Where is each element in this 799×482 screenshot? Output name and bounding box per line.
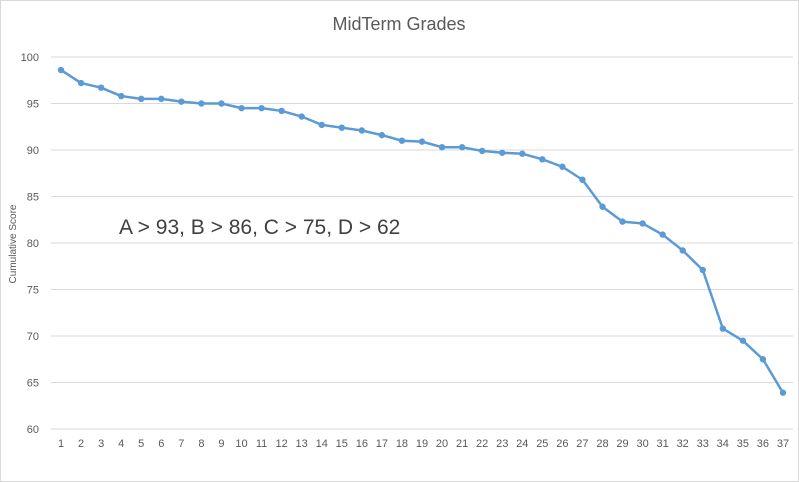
x-tick-label: 18 [396, 438, 408, 450]
data-point [358, 127, 366, 134]
data-point [178, 98, 185, 105]
data-point [418, 138, 426, 145]
data-point [539, 156, 546, 163]
chart-title: MidTerm Grades [332, 14, 465, 34]
data-point [438, 144, 446, 151]
y-tick-label: 95 [27, 99, 39, 111]
x-tick-label: 33 [697, 438, 709, 450]
x-tick-label: 29 [616, 438, 628, 450]
x-tick-label: 20 [436, 438, 448, 450]
data-point [238, 104, 245, 112]
x-tick-label: 6 [158, 438, 164, 450]
data-point [258, 104, 265, 112]
series-group [57, 66, 787, 396]
x-tick-label: 27 [576, 438, 588, 450]
x-tick-label: 14 [316, 438, 328, 450]
grade-cutoffs-annotation: A > 93, B > 86, C > 75, D > 62 [119, 216, 400, 239]
x-tick-label: 24 [516, 438, 528, 450]
x-tick-label: 37 [777, 438, 789, 450]
y-tick-label: 100 [21, 52, 39, 64]
y-tick-label: 85 [27, 192, 39, 204]
x-tick-label: 7 [178, 438, 184, 450]
data-point [158, 95, 165, 103]
data-point [97, 84, 105, 91]
data-point [719, 325, 727, 332]
x-tick-label: 35 [737, 438, 749, 450]
y-tick-label: 60 [27, 424, 39, 436]
y-tick-label: 70 [27, 331, 39, 343]
data-point [499, 149, 506, 156]
data-point [759, 356, 767, 363]
data-point [198, 100, 205, 107]
data-point [378, 131, 386, 139]
y-tick-label: 75 [27, 285, 39, 297]
data-point [659, 231, 666, 238]
x-tick-label: 1 [58, 438, 64, 450]
x-tick-labels: 1 2 3 4 5 6 7 8 9 10 11 12 13 14 15 16 17 18 19 20 21 22 23 24 2… [58, 438, 789, 450]
data-point [218, 100, 225, 107]
data-point [338, 124, 345, 131]
x-tick-label: 34 [717, 438, 729, 450]
data-point [779, 389, 787, 396]
data-point [298, 113, 305, 120]
data-point [579, 176, 586, 183]
data-point [679, 247, 686, 254]
data-point [639, 220, 646, 227]
x-tick-label: 4 [118, 438, 124, 450]
x-tick-label: 19 [416, 438, 428, 450]
x-tick-label: 16 [356, 438, 368, 450]
x-tick-label: 28 [596, 438, 608, 450]
x-tick-label: 9 [218, 438, 224, 450]
y-tick-label: 65 [27, 378, 39, 390]
data-point [599, 203, 606, 210]
data-point [619, 218, 626, 225]
x-tick-label: 17 [376, 438, 388, 450]
x-tick-label: 5 [138, 438, 144, 450]
data-point [478, 147, 486, 155]
data-point [699, 266, 706, 274]
x-tick-label: 22 [476, 438, 488, 450]
x-tick-label: 12 [275, 438, 287, 450]
x-tick-label: 11 [256, 438, 267, 450]
data-point [278, 107, 285, 115]
gridlines [51, 56, 793, 430]
data-point [138, 95, 145, 103]
y-tick-labels: 60 65 70 75 80 85 90 95 100 [21, 52, 39, 436]
x-tick-label: 2 [78, 438, 84, 450]
y-tick-label: 80 [27, 238, 39, 250]
data-point [519, 150, 526, 157]
x-tick-label: 8 [198, 438, 204, 450]
data-point [398, 137, 406, 144]
x-tick-label: 25 [536, 438, 548, 450]
x-tick-label: 15 [336, 438, 348, 450]
data-point [458, 144, 466, 151]
data-point [117, 92, 125, 100]
data-point [77, 79, 85, 87]
data-point [318, 121, 325, 129]
y-tick-label: 90 [27, 145, 39, 157]
x-tick-label: 10 [235, 438, 247, 450]
data-point [57, 66, 65, 74]
x-tick-label: 23 [496, 438, 508, 450]
x-tick-label: 36 [757, 438, 769, 450]
x-tick-label: 30 [636, 438, 648, 450]
x-tick-label: 21 [456, 438, 468, 450]
x-tick-label: 32 [677, 438, 689, 450]
data-point [739, 337, 747, 344]
x-tick-label: 26 [556, 438, 568, 450]
x-tick-label: 13 [296, 438, 308, 450]
data-point [559, 163, 566, 170]
x-tick-label: 31 [657, 438, 669, 450]
x-tick-label: 3 [98, 438, 104, 450]
y-axis-label: Cumulative Score [8, 204, 19, 283]
